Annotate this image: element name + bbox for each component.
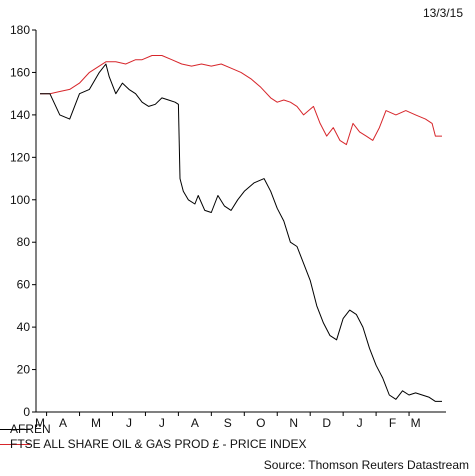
x-tick-label: A (191, 416, 199, 430)
x-tick-label: M (411, 416, 421, 430)
x-tick-label: N (289, 416, 298, 430)
legend: AFREN FTSE ALL SHARE OIL & GAS PROD £ - … (0, 422, 475, 452)
legend-item-ftse: FTSE ALL SHARE OIL & GAS PROD £ - PRICE … (0, 437, 475, 452)
x-tick-label: M (35, 416, 45, 430)
y-tick-label: 120 (10, 150, 30, 164)
y-tick-label: 0 (23, 405, 30, 419)
x-tick-label: J (159, 416, 165, 430)
y-tick-label: 20 (17, 363, 31, 377)
x-tick-label: A (59, 416, 67, 430)
legend-swatch-afren (0, 429, 30, 430)
chart-date: 13/3/15 (422, 6, 463, 20)
legend-label-ftse: FTSE ALL SHARE OIL & GAS PROD £ - PRICE … (10, 437, 307, 451)
y-tick-label: 140 (10, 108, 30, 122)
y-tick-label: 80 (17, 235, 31, 249)
y-tick-label: 40 (17, 320, 31, 334)
chart-series (40, 55, 442, 402)
x-tick-label: M (91, 416, 101, 430)
y-tick-label: 180 (10, 23, 30, 37)
x-tick-label: J (126, 416, 132, 430)
y-tick-label: 60 (17, 278, 31, 292)
chart-axes (35, 30, 446, 413)
x-tick-label: J (357, 416, 363, 430)
x-tick-label: S (224, 416, 232, 430)
x-tick-label: F (389, 416, 396, 430)
y-tick-label: 100 (10, 193, 30, 207)
y-tick-label: 160 (10, 65, 30, 79)
legend-swatch-ftse (0, 444, 30, 445)
series-line-ftse (40, 55, 442, 146)
legend-label-afren: AFREN (10, 422, 51, 436)
y-axis-ticks: 0 20 40 60 80 100 120 140 160 180 (10, 23, 36, 419)
x-tick-label: O (256, 416, 265, 430)
x-tick-label: D (322, 416, 331, 430)
legend-item-afren: AFREN (0, 422, 475, 437)
source-note: Source: Thomson Reuters Datastream (263, 458, 469, 472)
series-line-afren (40, 63, 442, 402)
